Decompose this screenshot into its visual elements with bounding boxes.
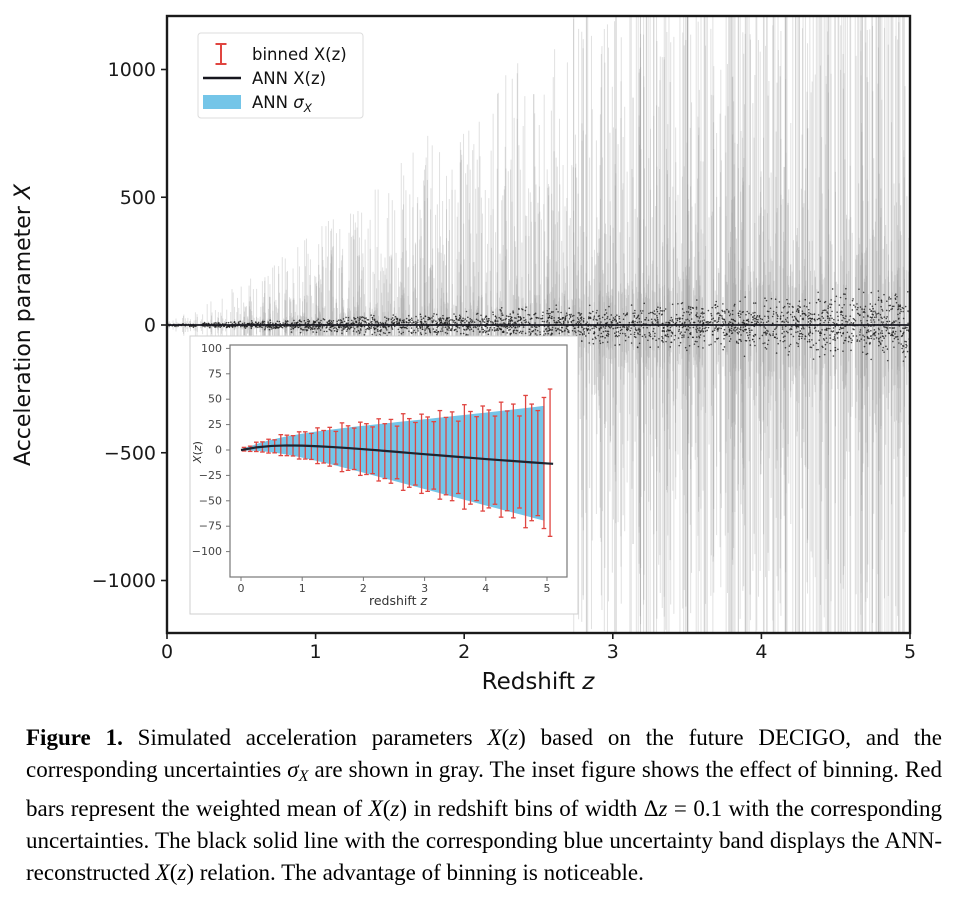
caption-figure-number: Figure 1. — [26, 725, 123, 750]
inset-x-tick-label: 0 — [238, 582, 245, 595]
caption-text: ( — [501, 725, 510, 750]
legend-label-binned: binned X(z) — [252, 45, 347, 64]
caption-text: Simulated acceleration parameters — [122, 725, 488, 750]
caption-text: based on the future DECIGO, and the corr… — [26, 725, 943, 782]
inset-x-tick-label: 5 — [544, 582, 551, 595]
caption-text: ) — [186, 860, 194, 886]
caption-text: X — [487, 725, 502, 750]
inset-x-tick-label: 4 — [482, 582, 489, 595]
caption-text: are shown in gray. The inset figure show… — [26, 757, 942, 822]
inset-y-tick-label: 25 — [208, 418, 222, 431]
inset-y-tick-label: −50 — [199, 494, 222, 507]
y-axis-label: Acceleration parameter X — [11, 183, 36, 466]
main-y-ticks: 1000 500 0 −500 −1000 — [92, 59, 167, 592]
inset-x-tick-label: 3 — [421, 582, 428, 595]
patch-icon — [203, 95, 241, 109]
inset-y-ticks: 100 75 50 25 0 −25 −50 −75 −100 — [192, 342, 230, 558]
y-tick-label: 0 — [144, 315, 156, 337]
legend: binned X(z) ANN X(z) ANN σX — [197, 32, 364, 119]
y-tick-label: 1000 — [108, 59, 156, 81]
legend-label-ann-sigma: ANN σX — [252, 93, 313, 115]
y-tick-label: −500 — [104, 442, 156, 464]
caption-text: in redshift bins of width Δ — [407, 796, 659, 822]
x-tick-label: 3 — [607, 641, 619, 663]
inset-y-tick-label: 75 — [208, 367, 222, 380]
caption-text: X — [155, 860, 170, 886]
main-x-ticks: 0 1 2 3 4 5 — [161, 633, 916, 663]
caption-text: ( — [382, 796, 391, 822]
inset-y-tick-label: 50 — [208, 393, 222, 406]
caption-text: ) — [399, 796, 408, 822]
caption-text: ) — [518, 725, 526, 750]
inset-x-tick-label: 1 — [299, 582, 306, 595]
inset-x-tick-label: 2 — [360, 582, 367, 595]
x-tick-label: 5 — [904, 641, 916, 663]
x-tick-label: 2 — [458, 641, 470, 663]
caption-text: z — [390, 796, 400, 822]
inset-plot: 0 1 2 3 4 5 100 75 50 25 0 −25 −50 −75 −100 redshift z X… — [189, 335, 579, 615]
caption-text: = 0.1 with the corresponding uncertainti… — [26, 796, 942, 886]
x-tick-label: 0 — [161, 641, 173, 663]
caption-text: relation. The advantage of binning is no… — [194, 860, 644, 886]
inset-x-axis-label: redshift z — [369, 593, 427, 608]
inset-y-tick-label: 100 — [201, 342, 222, 355]
caption-text: z — [658, 796, 668, 822]
inset-y-axis-label: X(z) — [191, 441, 204, 464]
x-tick-label: 4 — [755, 641, 767, 663]
ann-line-inset — [240, 444, 554, 465]
caption-text: σ — [287, 757, 299, 782]
x-axis-label: Redshift z — [482, 669, 596, 695]
caption-text: z — [177, 860, 187, 886]
inset-axes-frame — [229, 344, 568, 578]
inset-y-tick-label: −75 — [199, 520, 222, 533]
caption-text: z — [509, 725, 519, 750]
caption-text: ( — [169, 860, 178, 886]
y-tick-label: −1000 — [92, 570, 156, 592]
caption-text: X — [368, 796, 383, 822]
inset-y-tick-label: 0 — [215, 444, 222, 457]
y-tick-label: 500 — [120, 187, 156, 209]
figure-1-caption: Figure 1. Simulated acceleration paramet… — [26, 722, 942, 889]
inset-y-tick-label: −100 — [192, 545, 222, 558]
x-tick-label: 1 — [310, 641, 322, 663]
inset-y-tick-label: −25 — [199, 469, 222, 482]
legend-label-ann-line: ANN X(z) — [252, 69, 326, 88]
inset-x-ticks: 0 1 2 3 4 5 — [238, 577, 551, 595]
figure-1: 0 1 2 3 4 5 1000 500 0 −500 −1000 Redshift z Acceler… — [11, 14, 942, 889]
caption-text: X — [298, 768, 309, 786]
